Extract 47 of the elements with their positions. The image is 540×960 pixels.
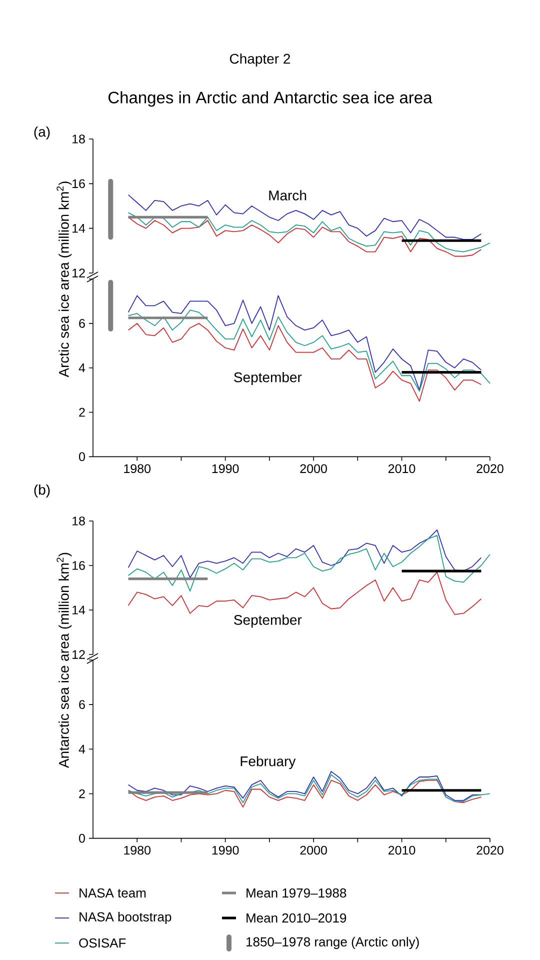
y-tick-label: 18 — [72, 134, 85, 144]
annotation: September — [234, 614, 302, 628]
legend-label: Mean 1979–1988 — [246, 888, 346, 898]
annotation: February — [240, 756, 296, 770]
x-tick-label: 2000 — [300, 846, 327, 855]
y-tick-label: 16 — [72, 561, 85, 570]
y-tick-label: 14 — [72, 224, 86, 233]
annotation: September — [234, 372, 302, 386]
y-axis-title: Arctic sea ice area (million km$^{2}$) — [56, 182, 72, 378]
y-tick-label: 6 — [79, 700, 85, 709]
x-tick-label: 2010 — [388, 846, 416, 855]
y-tick-label: 12 — [72, 650, 85, 659]
x-tick-label: 2020 — [476, 464, 504, 474]
y-tick-label: 14 — [72, 606, 86, 614]
y-tick-label: 0 — [79, 834, 85, 843]
y-tick-label: 4 — [78, 364, 86, 372]
y-tick-label: 0 — [79, 452, 85, 462]
legend-label: OSISAF — [79, 938, 126, 948]
chart-title: Changes in Arctic and Antarctic sea ice area — [108, 91, 432, 107]
legend-label: NASA team — [80, 888, 146, 898]
y-tick-label: 16 — [72, 179, 85, 188]
x-tick-label: 1980 — [124, 464, 151, 474]
line-series — [128, 535, 490, 592]
y-tick-label: 4 — [78, 744, 86, 754]
x-tick-label: 1990 — [212, 464, 239, 474]
x-tick-label: 2000 — [300, 464, 327, 474]
x-tick-label: 1990 — [212, 846, 239, 855]
y-tick-label: 18 — [72, 516, 85, 526]
line-series — [128, 780, 482, 808]
text: Chapter 2 — [230, 53, 290, 67]
line-series — [128, 774, 490, 804]
y-tick-label: 6 — [79, 319, 85, 328]
legend-label: 1850–1978 range (Arctic only) — [246, 936, 419, 950]
y-axis-title: Antarctic sea ice area (million km$^{2}$) — [56, 552, 72, 768]
x-tick-label: 2020 — [476, 846, 504, 855]
line-series — [128, 212, 490, 252]
line-series — [128, 216, 482, 257]
y-tick-label: 12 — [72, 268, 85, 278]
legend-label: NASA bootstrap — [80, 912, 172, 924]
text: (b) — [34, 484, 50, 498]
text: (a) — [34, 126, 50, 140]
y-tick-label: 2 — [79, 789, 85, 798]
legend-label: Mean 2010–2019 — [246, 913, 346, 923]
x-tick-label: 1980 — [124, 846, 151, 855]
x-tick-label: 2010 — [388, 464, 416, 474]
y-tick-label: 2 — [79, 408, 85, 417]
annotation: March — [269, 190, 306, 200]
